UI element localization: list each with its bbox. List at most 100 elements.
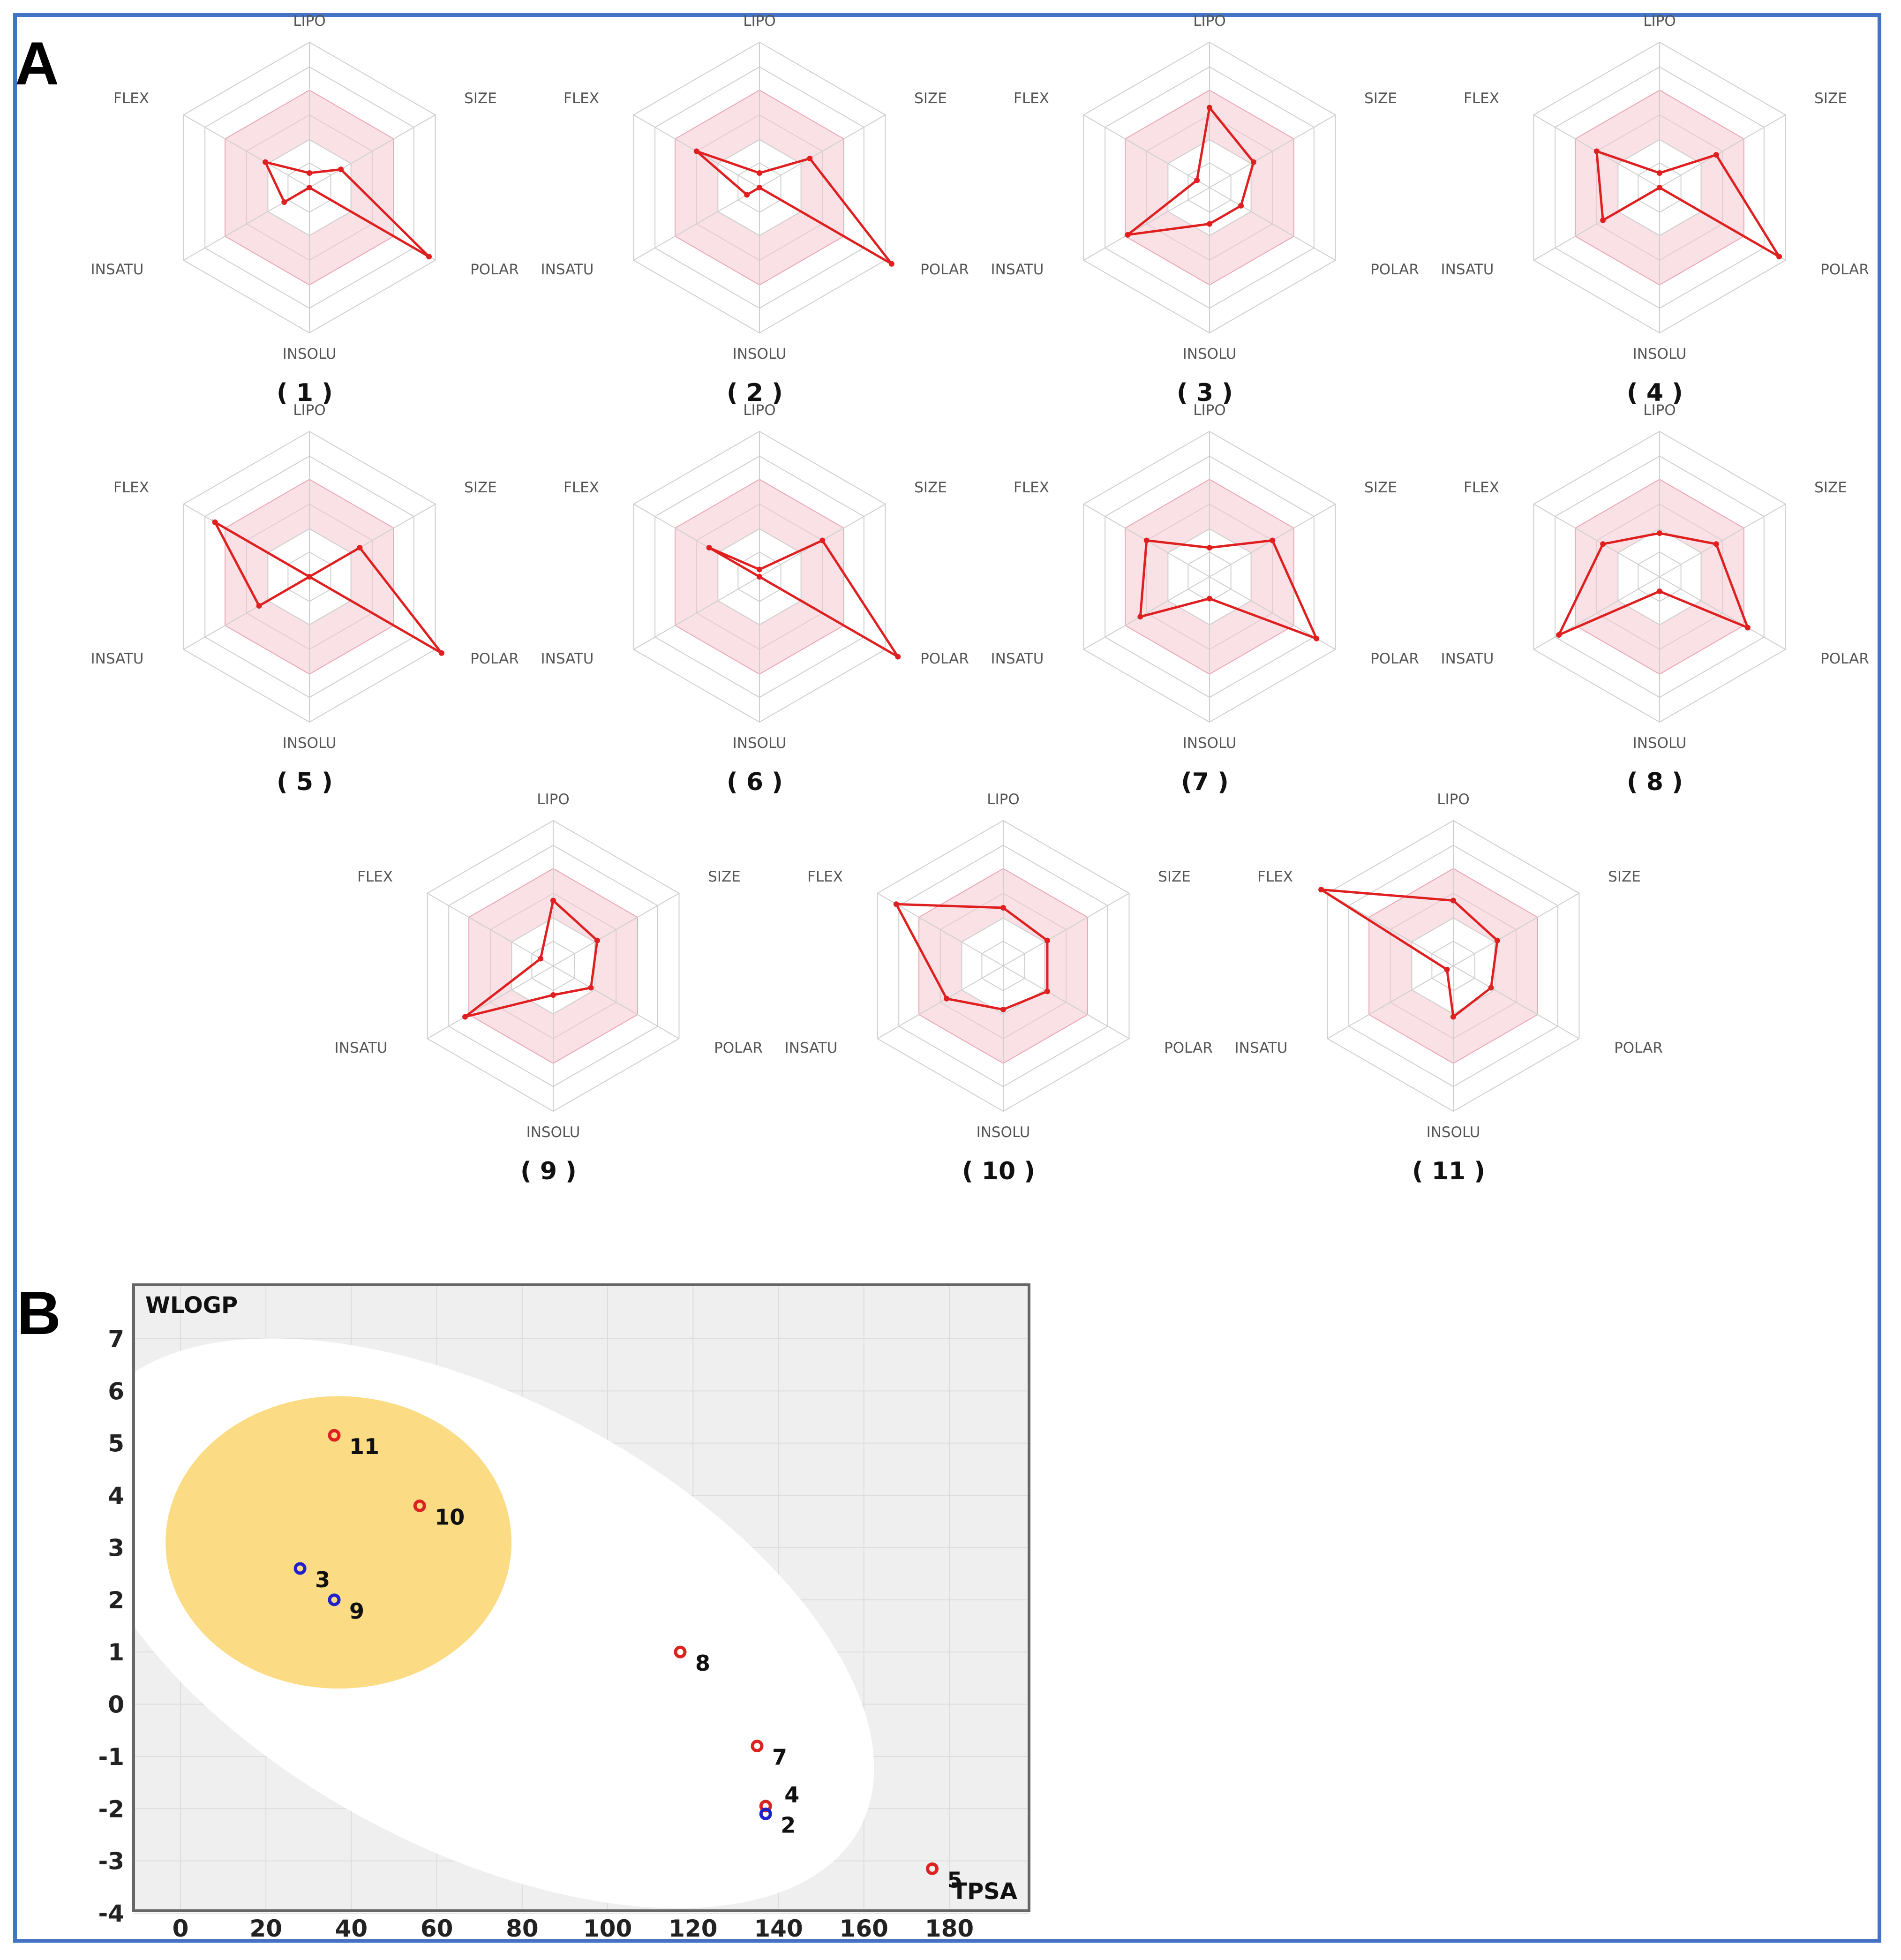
molecule-label-7: 7 [772,1745,787,1770]
radar-data-point [1657,185,1662,190]
radar-spoke [1453,893,1579,966]
radar-data-point [1556,632,1562,638]
radar-axis-label-flex: FLEX [1014,479,1049,496]
molecule-label-3: 3 [315,1567,330,1592]
radar-data-point [550,897,556,904]
radar-axis-label-polar: POLAR [714,1040,763,1056]
radar-data-point [1125,232,1131,238]
radar-axis-label-flex: FLEX [564,479,599,496]
x-axis-title: TPSA [952,1878,1017,1905]
radar-chart-2: LIPO SIZE POLAR INSOLU INSATU FLEX ( 2 ) [541,13,969,407]
radar-chart-4: LIPO SIZE POLAR INSOLU INSATU FLEX ( 4 ) [1441,13,1869,407]
radar-data-point [706,545,712,550]
radar-axis-label-polar: POLAR [1820,650,1869,667]
egg-regions [134,1338,874,1908]
radar-axis-label-insolu: INSOLU [526,1124,580,1141]
radar-spoke [633,576,760,650]
radar-data-point [263,159,269,165]
y-tick-label: 4 [108,1482,124,1509]
radar-data-point [307,170,312,176]
radar-axis-label-polar: POLAR [920,261,969,278]
radar-data-point [895,654,901,660]
radar-data-point [462,1014,468,1020]
radar-spoke [1533,576,1660,650]
radar-data-point [1450,897,1456,904]
radar-spoke [1209,114,1336,188]
radar-data-point [1270,537,1276,543]
radar-data-point [819,537,826,543]
radar-axis-label-insolu: INSOLU [1633,735,1687,752]
radar-data-point [693,148,699,154]
radar-caption: ( 2 ) [727,379,783,407]
molecule-label-4: 4 [784,1782,799,1808]
radar-axis-label-lipo: LIPO [1643,402,1676,419]
radar-data-point [1137,614,1143,620]
radar-axis-label-polar: POLAR [1164,1040,1213,1056]
y-axis-title: WLOGP [145,1292,238,1319]
radar-spoke [759,114,886,188]
molecule-point-8 [674,1645,687,1658]
radar-axis-label-flex: FLEX [1464,90,1499,107]
radar-axis-label-insolu: INSOLU [283,346,337,362]
radar-axis-label-insolu: INSOLU [283,735,337,752]
molecule-point-9 [328,1593,341,1606]
radar-data-point [594,937,600,943]
radar-data-point [1207,545,1212,550]
radar-axis-label-flex: FLEX [1257,868,1293,885]
radar-axis-label-insatu: INSATU [991,650,1044,667]
egg-yolk-region [165,1396,512,1689]
radar-data-point [1044,937,1050,943]
radar-axis-label-size: SIZE [1364,90,1397,107]
radar-axis-label-lipo: LIPO [1193,13,1226,30]
radar-data-point [744,192,750,198]
radar-spoke [1083,114,1210,188]
radar-axis-label-flex: FLEX [357,868,393,885]
radar-axis-label-polar: POLAR [1370,261,1419,278]
radar-caption: ( 10 ) [962,1157,1035,1185]
radar-data-point [1207,596,1212,602]
radar-spoke [183,114,310,188]
radar-data-point [757,185,762,190]
radar-axis-label-insolu: INSOLU [1183,735,1237,752]
radar-axis-label-lipo: LIPO [743,13,776,30]
radar-data-point [1600,541,1606,547]
radar-axis-label-lipo: LIPO [987,791,1020,808]
radar-caption: ( 1 ) [277,379,333,407]
radar-caption: ( 9 ) [520,1157,577,1185]
radar-axis-label-lipo: LIPO [1643,13,1676,30]
radar-axis-label-insolu: INSOLU [733,346,787,362]
radar-spoke [877,965,1004,1039]
radar-spoke [633,187,760,261]
radar-axis-label-size: SIZE [1814,90,1847,107]
radar-axis-label-flex: FLEX [564,90,599,107]
molecule-point-5 [926,1862,939,1875]
radar-data-point [757,574,762,580]
molecule-label-9: 9 [349,1598,364,1624]
radar-axis-label-insatu: INSATU [334,1040,387,1056]
radar-data-point [357,545,363,550]
radar-caption: (7 ) [1181,768,1229,796]
radar-caption: ( 3 ) [1177,379,1233,407]
radar-data-point [757,170,762,176]
radar-spoke [1083,187,1210,261]
radar-data-point [1776,254,1782,260]
radar-data-point [757,566,762,573]
radar-data-point [338,166,344,173]
radar-axis-label-insatu: INSATU [1441,650,1494,667]
radar-axis-label-flex: FLEX [113,479,149,496]
radar-data-point [1593,148,1600,154]
radar-data-point [1657,588,1662,594]
radar-data-point [893,901,899,907]
radar-data-point [1318,887,1324,893]
radar-spoke [553,893,679,966]
molecule-label-10: 10 [435,1504,465,1530]
radar-axis-label-polar: POLAR [920,650,969,667]
radar-axis-label-size: SIZE [1608,868,1641,885]
x-tick-label: 140 [754,1915,803,1942]
radar-spoke [309,114,436,188]
plot-border [132,1283,1030,1912]
radar-caption: ( 11 ) [1412,1157,1485,1185]
radar-spoke [1327,965,1454,1039]
radar-data-point [1250,159,1256,165]
radar-axis-label-flex: FLEX [113,90,149,107]
